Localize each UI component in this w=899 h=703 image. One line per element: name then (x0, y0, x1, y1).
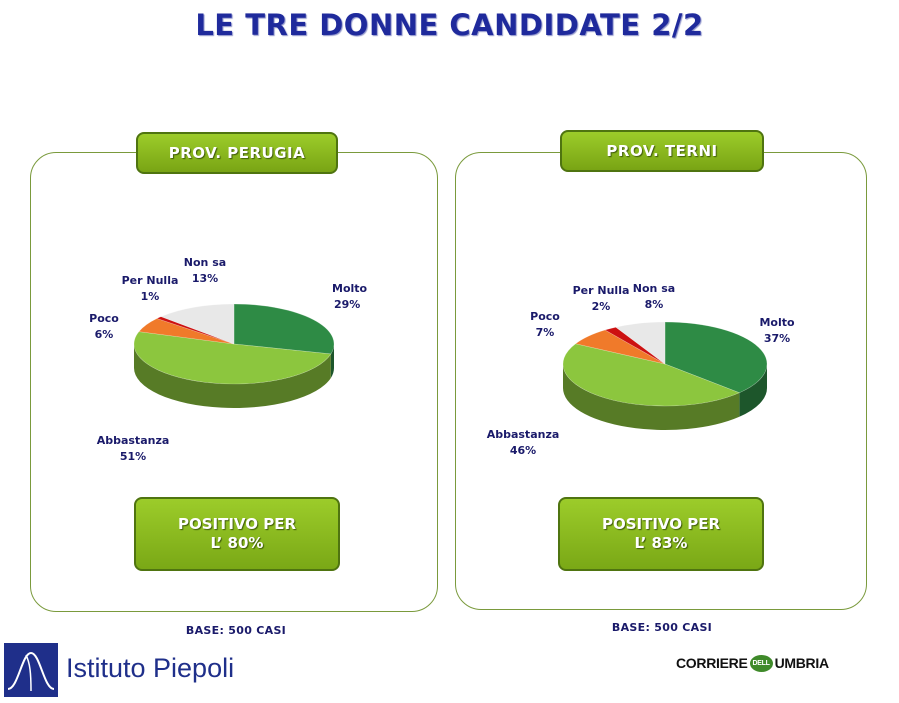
pie-slice-abbastanza (562, 343, 741, 407)
corriere-word: CORRIERE (676, 655, 748, 671)
corriere-umbria-logo: CORRIERE DELL UMBRIA (676, 648, 829, 678)
pie-side-molto (330, 344, 334, 378)
pie-slice-poco (574, 329, 666, 365)
slice-name-molto: Molto (759, 316, 795, 329)
positive-line2: L’ 80% (210, 534, 264, 552)
piepoli-name: Istituto Piepoli (66, 653, 235, 683)
slice-value-per-nulla: 2% (592, 300, 611, 313)
pie-side-abbastanza (563, 364, 740, 430)
pie-slice-non-sa (615, 321, 666, 365)
pie-slice-molto (233, 303, 335, 355)
pie-slice-poco (138, 318, 235, 345)
positive-line1: POSITIVO PER (177, 515, 297, 533)
pie-slice-non-sa (160, 303, 235, 345)
slice-value-molto: 37% (764, 332, 790, 345)
slice-name-poco: Poco (530, 310, 560, 323)
base-note-terni: BASE: 500 CASI (611, 621, 713, 634)
slice-name-non-sa: Non sa (184, 256, 226, 269)
slice-name-poco: Poco (89, 312, 119, 325)
slice-value-poco: 6% (95, 328, 114, 341)
pie-side-molto (739, 364, 767, 417)
slice-value-abbastanza: 51% (120, 450, 146, 463)
base-note-perugia: BASE: 500 CASI (185, 624, 287, 637)
slice-value-abbastanza: 46% (510, 444, 536, 457)
piepoli-mark-icon (4, 643, 58, 697)
slice-name-per-nulla: Per Nulla (573, 284, 630, 297)
pie-slice-molto (664, 321, 768, 394)
pie-chart-perugia: Molto 29% Abbastanza 51% Poco 6% Per Nulla 1% No… (89, 256, 368, 463)
slice-value-molto: 29% (334, 298, 360, 311)
slice-value-non-sa: 13% (192, 272, 218, 285)
positive-line1: POSITIVO PER (601, 515, 721, 533)
slice-name-per-nulla: Per Nulla (122, 274, 179, 287)
pie-slice-per-nulla (156, 316, 235, 345)
page-title: LE TRE DONNE CANDIDATE 2/2 (195, 8, 704, 42)
pie-side-abbastanza (134, 344, 331, 408)
slice-name-non-sa: Non sa (633, 282, 675, 295)
tab-perugia: PROV. PERUGIA (136, 132, 338, 174)
slice-value-non-sa: 8% (645, 298, 664, 311)
positive-line2: L’ 83% (634, 534, 688, 552)
istituto-piepoli-logo: Istituto Piepoli (4, 643, 234, 699)
pie-chart-terni: Molto 37% Abbastanza 46% Poco 7% Per Nulla 2% No… (487, 282, 795, 457)
slice-name-molto: Molto (332, 282, 368, 295)
slice-value-per-nulla: 1% (141, 290, 160, 303)
positive-box-terni: POSITIVO PER L’ 83% (558, 497, 764, 571)
slice-name-abbastanza: Abbastanza (487, 428, 560, 441)
positive-box-perugia: POSITIVO PER L’ 80% (134, 497, 340, 571)
tab-terni: PROV. TERNI (560, 130, 764, 172)
umbria-word: UMBRIA (774, 655, 830, 671)
dell-word: DELL (749, 654, 773, 672)
pie-slice-abbastanza (133, 331, 332, 385)
pie-slice-per-nulla (604, 326, 666, 365)
slice-value-poco: 7% (536, 326, 555, 339)
slice-name-abbastanza: Abbastanza (97, 434, 170, 447)
